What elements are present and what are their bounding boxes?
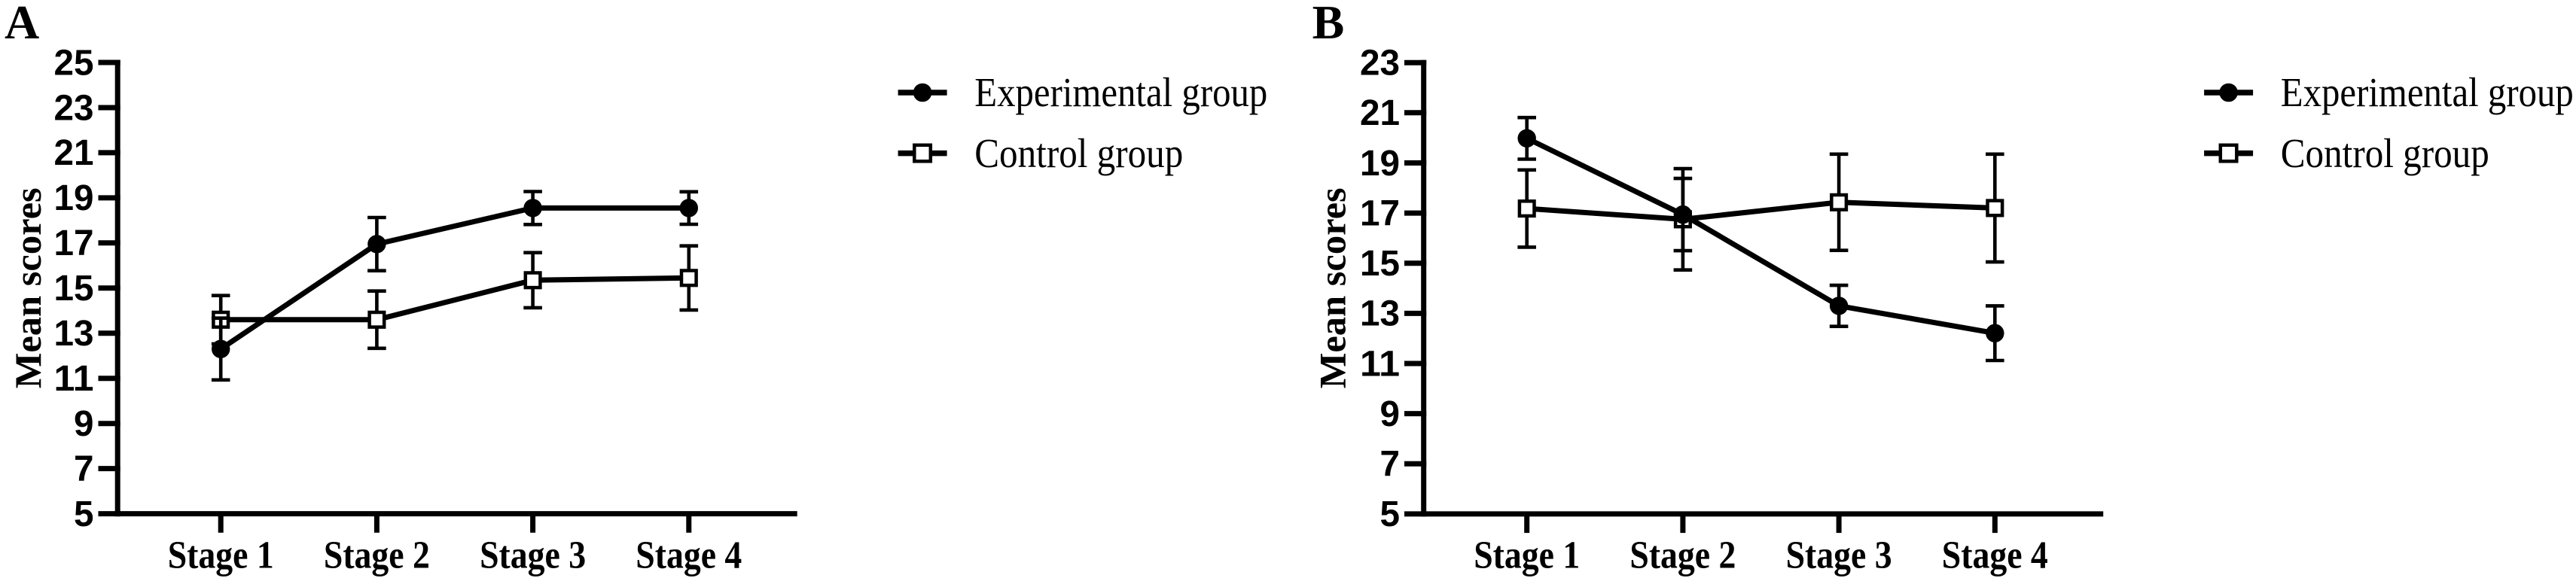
- svg-text:11: 11: [1360, 343, 1400, 384]
- svg-text:Experimental group: Experimental group: [974, 69, 1267, 115]
- svg-text:13: 13: [54, 313, 94, 354]
- svg-text:5: 5: [1380, 494, 1401, 534]
- svg-text:B: B: [1312, 0, 1345, 49]
- svg-text:Stage 3: Stage 3: [1786, 534, 1892, 577]
- svg-text:Control group: Control group: [2281, 130, 2489, 176]
- svg-text:Stage 1: Stage 1: [168, 534, 274, 577]
- svg-text:19: 19: [54, 178, 94, 218]
- svg-text:5: 5: [74, 494, 94, 534]
- svg-text:13: 13: [1360, 294, 1400, 334]
- svg-text:23: 23: [54, 87, 94, 128]
- svg-text:Stage 4: Stage 4: [1942, 534, 2048, 577]
- svg-text:21: 21: [54, 132, 94, 173]
- svg-text:9: 9: [74, 403, 94, 444]
- svg-text:21: 21: [1360, 93, 1400, 133]
- svg-text:Control group: Control group: [974, 130, 1183, 176]
- svg-text:Stage 2: Stage 2: [324, 534, 430, 577]
- svg-text:Stage 4: Stage 4: [636, 534, 742, 577]
- svg-text:Stage 2: Stage 2: [1629, 534, 1736, 577]
- svg-text:9: 9: [1380, 394, 1401, 434]
- svg-text:25: 25: [54, 42, 94, 83]
- svg-text:17: 17: [54, 223, 94, 263]
- svg-text:19: 19: [1360, 143, 1400, 184]
- svg-text:7: 7: [74, 449, 94, 489]
- svg-text:15: 15: [54, 268, 94, 309]
- svg-text:Stage 3: Stage 3: [480, 534, 586, 577]
- svg-text:A: A: [5, 0, 39, 49]
- svg-text:7: 7: [1380, 444, 1401, 485]
- svg-text:23: 23: [1360, 43, 1400, 84]
- svg-text:Experimental group: Experimental group: [2281, 69, 2574, 115]
- svg-text:11: 11: [54, 358, 94, 399]
- svg-text:Mean scores: Mean scores: [7, 187, 49, 388]
- svg-text:17: 17: [1360, 193, 1400, 233]
- svg-text:15: 15: [1360, 243, 1400, 284]
- svg-text:Mean scores: Mean scores: [1312, 187, 1354, 388]
- svg-text:Stage 1: Stage 1: [1474, 534, 1580, 577]
